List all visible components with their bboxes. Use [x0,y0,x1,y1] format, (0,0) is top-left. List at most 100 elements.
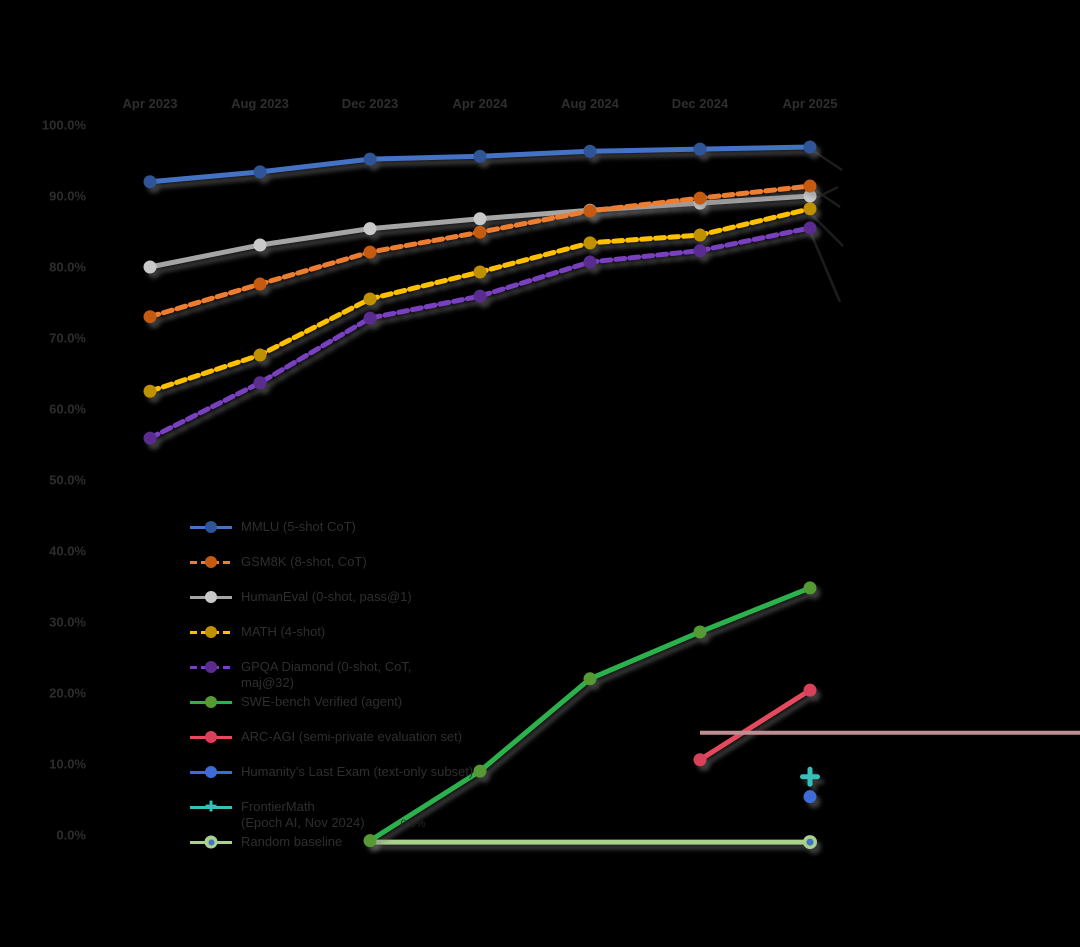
legend-label: MMLU (5-shot CoT) [241,519,356,534]
legend-item: Random baseline [190,834,342,850]
legend-label: GPQA Diamond (0-shot, CoT, maj@32) [241,659,412,690]
data-point-marker [363,152,377,166]
legend-swatch [190,660,232,674]
data-point-marker [363,222,377,236]
legend-marker [204,835,218,849]
legend-item: MATH (4-shot) [190,624,325,640]
legend-marker-center [208,839,214,845]
data-point-marker-center [806,838,814,846]
data-point-marker [583,672,597,686]
callout-leader-line [811,185,839,202]
callout-leader-line [811,148,843,172]
series-line [367,585,813,844]
legend-marker [205,766,217,778]
legend-swatch [190,765,232,779]
data-point-marker [803,179,817,193]
data-point-marker [473,212,487,226]
legend-swatch [190,555,232,569]
legend-swatch: ✚ [190,798,232,816]
y-axis-label: 50.0% [49,472,86,488]
legend-line-sample [190,806,232,809]
data-point-marker [363,292,377,306]
x-axis-label: Aug 2024 [561,96,619,111]
legend-item: Humanity's Last Exam (text-only subset) [190,764,473,780]
x-axis-label: Apr 2023 [122,96,178,111]
y-axis-label: 30.0% [49,614,86,630]
legend-swatch [190,730,232,744]
y-axis-label: 60.0% [49,401,86,417]
data-point-marker [253,238,267,252]
data-point-marker [803,683,817,697]
series-8 [803,790,817,804]
legend-item: GSM8K (8-shot, CoT) [190,554,367,570]
data-point-marker [583,204,597,218]
data-point-marker [693,753,707,767]
legend-swatch [190,590,232,604]
data-point-marker [473,225,487,239]
data-point-marker [583,255,597,269]
data-point-marker [143,431,157,445]
data-point-marker [693,191,707,205]
legend-marker [205,731,217,743]
data-point-marker [473,289,487,303]
legend-marker [205,696,217,708]
callout-leader-line [808,230,842,303]
series-6 [363,581,817,848]
data-point-marker [803,790,817,804]
data-point-marker [583,144,597,158]
series-4 [143,202,817,398]
legend-label: FrontierMath (Epoch AI, Nov 2024) [241,799,365,830]
data-point-marker [693,142,707,156]
callout-leader-line [811,186,841,209]
x-axis-label: Aug 2023 [231,96,289,111]
series-1 [143,140,817,189]
y-axis-label: 90.0% [49,188,86,204]
legend-item: HumanEval (0-shot, pass@1) [190,589,412,605]
series-5 [143,221,817,445]
data-label: 0.0% [400,818,426,830]
legend-item: ARC-AGI (semi-private evaluation set) [190,729,462,745]
y-axis-label: 70.0% [49,330,86,346]
legend-marker [205,521,217,533]
legend-swatch [190,625,232,639]
data-point-marker [803,581,817,595]
series-7 [693,683,817,767]
legend-marker [205,556,217,568]
data-point-marker [693,244,707,258]
callout-leader-line [810,213,844,247]
data-point-marker [803,202,817,216]
legend-marker [205,626,217,638]
data-point-marker [583,236,597,250]
data-point-marker [803,189,817,203]
data-point-marker [253,376,267,390]
series-9 [800,766,820,787]
data-point-marker [803,221,817,235]
data-point-marker [473,265,487,279]
legend-label: ARC-AGI (semi-private evaluation set) [241,729,463,744]
legend-label: Random baseline [241,834,343,849]
data-point-marker [473,149,487,163]
legend-label: Humanity's Last Exam (text-only subset) [241,764,474,779]
data-point-marker-plus [800,766,820,787]
legend-item: ✚ FrontierMath (Epoch AI, Nov 2024) [190,799,365,831]
legend-marker: ✚ [204,798,218,816]
series-2 [143,179,817,324]
data-point-marker [253,277,267,291]
legend-label: HumanEval (0-shot, pass@1) [241,589,412,604]
x-axis-label: Dec 2023 [341,96,399,111]
legend-item: MMLU (5-shot CoT) [190,519,356,535]
data-point-marker [143,310,157,324]
data-point-marker [143,175,157,189]
data-point-marker [363,834,377,848]
data-point-marker [363,311,377,325]
y-axis-label: 20.0% [49,685,86,701]
series-10 [367,835,817,850]
x-axis-label: Dec 2024 [671,96,729,111]
legend-swatch [190,835,232,849]
x-axis-label: Apr 2024 [452,96,508,111]
legend-label: GSM8K (8-shot, CoT) [241,554,367,569]
legend-swatch [190,520,232,534]
data-point-marker [363,245,377,259]
series-line [697,687,813,763]
